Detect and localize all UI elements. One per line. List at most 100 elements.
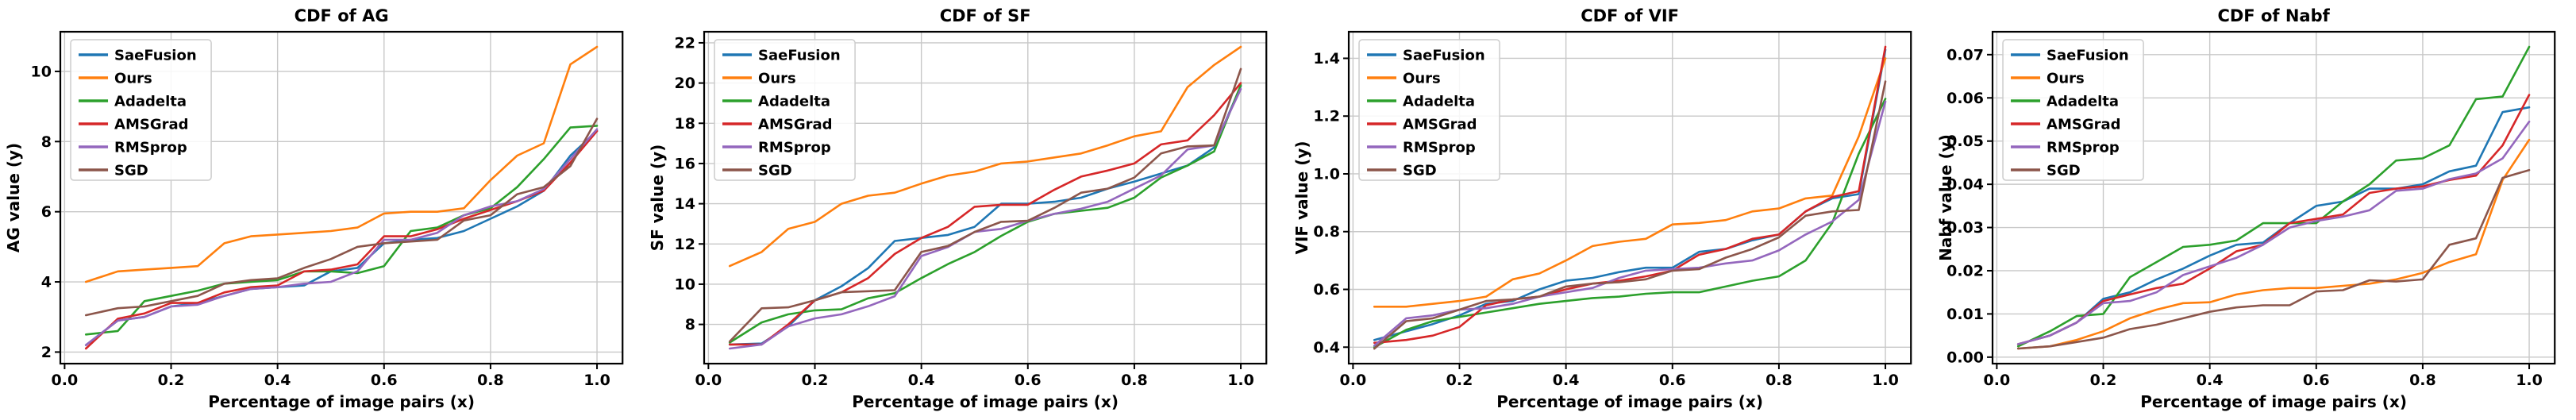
legend: SaeFusion Ours Adadelta AMSGrad RMSprop SGD bbox=[70, 39, 212, 181]
x-tick-label: 1.0 bbox=[1227, 372, 1254, 389]
x-tick-label: 0.2 bbox=[2089, 372, 2116, 389]
y-tick-label: 0.4 bbox=[1313, 339, 1340, 356]
legend-label-adadelta: Adadelta bbox=[1403, 94, 1475, 110]
series-line-sgd bbox=[84, 118, 599, 317]
x-axis-label: Percentage of image pairs (x) bbox=[853, 392, 1119, 411]
series-line-rmsprop bbox=[84, 128, 599, 346]
y-tick-label: 12 bbox=[675, 236, 695, 253]
x-tick-label: 0.0 bbox=[52, 372, 79, 389]
y-tick-label: 0.03 bbox=[1946, 219, 1984, 237]
y-axis-label: SF value (y) bbox=[648, 144, 667, 251]
legend-label-amsgrad: AMSGrad bbox=[114, 117, 189, 133]
legend-label-ours: Ours bbox=[2047, 71, 2085, 87]
plot-border bbox=[1991, 30, 2556, 365]
legend-label-ours: Ours bbox=[758, 71, 796, 87]
chart-svg: 0.0 0.2 0.4 0.6 0.8 1.0 0.4 0.6 0.8 1.0 1.2 1.4 CDF … bbox=[1288, 0, 1932, 420]
legend-label-sgd: SGD bbox=[1403, 163, 1437, 179]
plot-border bbox=[59, 30, 624, 365]
x-tick-label: 1.0 bbox=[1872, 372, 1899, 389]
series-line-sgd bbox=[729, 67, 1242, 343]
y-tick-label: 20 bbox=[675, 75, 695, 92]
y-tick-label: 0.02 bbox=[1946, 262, 1984, 279]
legend-box bbox=[714, 39, 857, 181]
x-axis-label: Percentage of image pairs (x) bbox=[1496, 392, 1763, 411]
chart-title: CDF of Nabf bbox=[2217, 6, 2330, 25]
chart-svg: 0.0 0.2 0.4 0.6 0.8 1.0 2 4 6 8 10 CDF of AG Percent… bbox=[0, 0, 645, 420]
series-line-ours bbox=[84, 45, 599, 283]
legend-label-rmsprop: RMSprop bbox=[114, 140, 187, 156]
legend-label-saefusion: SaeFusion bbox=[2047, 48, 2129, 64]
plot-border bbox=[1347, 30, 1912, 365]
legend-label-sgd: SGD bbox=[2047, 163, 2081, 179]
legend-label-rmsprop: RMSprop bbox=[2047, 140, 2120, 156]
series-line-sgd bbox=[2016, 168, 2531, 350]
chart-title: CDF of VIF bbox=[1581, 6, 1679, 25]
series-line-adadelta bbox=[729, 83, 1242, 344]
y-tick-label: 1.0 bbox=[1313, 165, 1340, 183]
series-line-ours bbox=[2016, 138, 2531, 350]
legend-label-adadelta: Adadelta bbox=[2047, 94, 2119, 110]
y-tick-label: 0.06 bbox=[1946, 90, 1984, 107]
y-tick-label: 0.04 bbox=[1946, 176, 1984, 194]
legend-label-amsgrad: AMSGrad bbox=[758, 117, 833, 133]
y-tick-label: 0.6 bbox=[1313, 281, 1340, 299]
legend-label-ours: Ours bbox=[1403, 71, 1441, 87]
x-tick-label: 0.0 bbox=[1339, 372, 1366, 389]
x-tick-label: 0.4 bbox=[1552, 372, 1579, 389]
x-tick-label: 0.4 bbox=[908, 372, 935, 389]
x-tick-label: 0.0 bbox=[1983, 372, 2010, 389]
y-tick-label: 0.8 bbox=[1313, 223, 1340, 241]
x-tick-label: 0.6 bbox=[371, 372, 398, 389]
x-tick-label: 0.2 bbox=[158, 372, 185, 389]
legend-box bbox=[2002, 39, 2144, 181]
y-tick-label: 6 bbox=[41, 203, 52, 221]
y-tick-label: 8 bbox=[685, 316, 695, 333]
legend-box bbox=[70, 39, 212, 181]
y-tick-label: 0.07 bbox=[1946, 46, 1984, 64]
legend-label-saefusion: SaeFusion bbox=[1403, 48, 1485, 64]
x-tick-label: 0.2 bbox=[1446, 372, 1473, 389]
legend-label-sgd: SGD bbox=[114, 163, 148, 179]
x-tick-label: 0.8 bbox=[1765, 372, 1792, 389]
x-tick-label: 0.6 bbox=[2303, 372, 2330, 389]
x-tick-label: 1.0 bbox=[2516, 372, 2543, 389]
legend: SaeFusion Ours Adadelta AMSGrad RMSprop SGD bbox=[714, 39, 857, 181]
series-line-adadelta bbox=[84, 125, 599, 336]
legend-label-sgd: SGD bbox=[758, 163, 792, 179]
legend-label-saefusion: SaeFusion bbox=[114, 48, 197, 64]
y-tick-label: 10 bbox=[675, 276, 695, 293]
legend-label-adadelta: Adadelta bbox=[114, 94, 187, 110]
y-tick-label: 1.2 bbox=[1313, 108, 1340, 125]
legend-box bbox=[1357, 39, 1500, 181]
x-tick-label: 0.0 bbox=[695, 372, 722, 389]
series-line-rmsprop bbox=[729, 87, 1242, 350]
y-tick-label: 1.4 bbox=[1313, 50, 1340, 67]
y-tick-label: 8 bbox=[41, 133, 52, 151]
legend: SaeFusion Ours Adadelta AMSGrad RMSprop SGD bbox=[1357, 39, 1500, 181]
chart-cdf-vif: 0.0 0.2 0.4 0.6 0.8 1.0 0.4 0.6 0.8 1.0 1.2 1.4 CDF … bbox=[1288, 0, 1932, 420]
x-tick-label: 0.8 bbox=[1121, 372, 1148, 389]
x-tick-label: 0.8 bbox=[477, 372, 504, 389]
y-tick-label: 2 bbox=[41, 344, 52, 361]
legend-label-amsgrad: AMSGrad bbox=[1403, 117, 1477, 133]
x-tick-label: 0.2 bbox=[802, 372, 829, 389]
chart-title: CDF of SF bbox=[940, 6, 1031, 25]
chart-cdf-nabf: 0.0 0.2 0.4 0.6 0.8 1.0 0.00 0.01 0.02 0.03 0.04 0.… bbox=[1931, 0, 2576, 420]
legend-label-ours: Ours bbox=[114, 71, 152, 87]
y-tick-label: 4 bbox=[41, 274, 52, 291]
y-tick-label: 14 bbox=[675, 195, 695, 213]
y-tick-label: 0.01 bbox=[1946, 306, 1984, 323]
chart-svg: 0.0 0.2 0.4 0.6 0.8 1.0 0.00 0.01 0.02 0.03 0.04 0.… bbox=[1931, 0, 2576, 420]
chart-cdf-sf: 0.0 0.2 0.4 0.6 0.8 1.0 8 10 12 14 16 18 20 22 CDF of … bbox=[644, 0, 1288, 420]
legend-label-adadelta: Adadelta bbox=[758, 94, 830, 110]
x-axis-label: Percentage of image pairs (x) bbox=[208, 392, 475, 411]
y-tick-label: 0.05 bbox=[1946, 133, 1984, 150]
chart-cdf-ag: 0.0 0.2 0.4 0.6 0.8 1.0 2 4 6 8 10 CDF of AG Percent… bbox=[0, 0, 645, 420]
series-line-adadelta bbox=[2016, 45, 2531, 348]
series-line-ours bbox=[729, 45, 1242, 268]
y-axis-label: Nabf value (y) bbox=[1936, 134, 1955, 261]
x-tick-label: 0.4 bbox=[264, 372, 291, 389]
series-line-rmsprop bbox=[1373, 100, 1886, 347]
plot-border bbox=[703, 30, 1268, 365]
series-line-rmsprop bbox=[2016, 120, 2531, 345]
